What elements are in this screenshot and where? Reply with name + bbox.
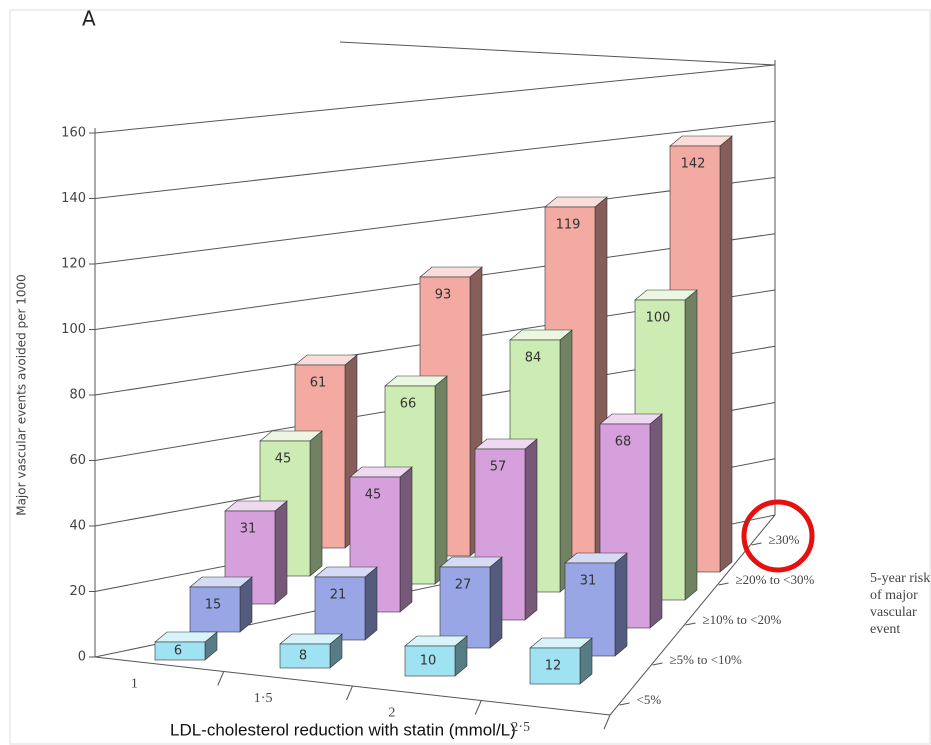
y-tick-label: 40	[69, 519, 86, 534]
y-tick-label: 0	[78, 650, 86, 665]
x-tick	[346, 685, 353, 701]
depth-tick	[652, 662, 663, 666]
depth-tick	[685, 622, 696, 626]
y-tick-label: 120	[61, 257, 86, 272]
bar	[189, 586, 241, 633]
value-label: 31	[580, 574, 597, 589]
x-tick-label: 2·5	[511, 720, 530, 735]
grid-line	[94, 120, 776, 199]
depth-tick	[718, 582, 729, 586]
bar	[279, 643, 331, 669]
bar	[404, 645, 456, 677]
value-label: 100	[646, 311, 671, 326]
bar-side	[684, 289, 698, 601]
bar-side	[399, 466, 413, 613]
value-label: 45	[275, 452, 292, 467]
legend-label: <5%	[637, 692, 662, 707]
y-tick-label: 20	[69, 584, 86, 599]
legend-label: ≥5% to <10%	[670, 652, 742, 667]
value-label: 12	[545, 659, 562, 674]
x-tick	[217, 671, 225, 686]
bar-side	[524, 438, 538, 621]
value-label: 119	[556, 218, 581, 233]
value-label: 142	[681, 157, 706, 172]
bar-side	[309, 430, 323, 577]
top-edge	[339, 41, 776, 66]
bar-side	[719, 135, 733, 573]
x-tick	[603, 714, 611, 730]
bar	[439, 566, 491, 649]
bar-side	[649, 413, 663, 629]
bar-side	[614, 552, 628, 657]
bar-side	[274, 500, 288, 605]
value-label: 57	[490, 460, 507, 475]
legend-label: ≥20% to <30%	[736, 572, 815, 587]
bar-side	[434, 375, 448, 585]
value-label: 15	[205, 598, 222, 613]
depth-tick	[751, 542, 762, 546]
chart-title: A	[82, 7, 96, 31]
value-label: 10	[420, 654, 437, 669]
y-axis-label: Major vascular events avoided per 1000	[15, 274, 29, 516]
frame	[9, 9, 931, 745]
bar	[154, 641, 206, 661]
depth-tick	[619, 702, 630, 706]
bar-side	[559, 329, 573, 593]
x-tick	[474, 700, 482, 715]
legend-label: ≥10% to <20%	[703, 612, 782, 627]
grid-line	[94, 64, 776, 134]
value-label: 84	[525, 351, 542, 366]
legend-label: ≥30%	[769, 532, 800, 547]
value-label: 8	[299, 649, 307, 664]
y-tick-label: 100	[61, 322, 86, 337]
bar	[529, 647, 581, 685]
x-tick-label: 1·5	[254, 691, 273, 706]
y-tick-label: 160	[61, 126, 86, 141]
x-tick-label: 1	[131, 676, 138, 691]
y-tick-label: 80	[69, 388, 86, 403]
value-label: 31	[240, 522, 257, 537]
x-axis-label: LDL-cholesterol reduction with statin (m…	[170, 720, 516, 739]
bar-side	[489, 556, 503, 649]
value-label: 45	[365, 488, 382, 503]
y-tick-label: 140	[61, 191, 86, 206]
highlight-circle	[741, 499, 815, 573]
bar-side	[364, 566, 378, 641]
value-label: 61	[310, 376, 327, 391]
x-tick-label: 2	[388, 705, 395, 720]
value-label: 93	[435, 288, 452, 303]
y-tick-label: 60	[69, 453, 86, 468]
bar	[314, 576, 366, 641]
depth-axis-label: 5-year risk of major vascular event	[870, 571, 931, 637]
grid-line	[94, 177, 776, 265]
value-label: 6	[174, 644, 182, 659]
value-label: 68	[615, 435, 632, 450]
value-label: 21	[330, 588, 347, 603]
value-label: 66	[400, 397, 417, 412]
value-label: 27	[455, 578, 472, 593]
